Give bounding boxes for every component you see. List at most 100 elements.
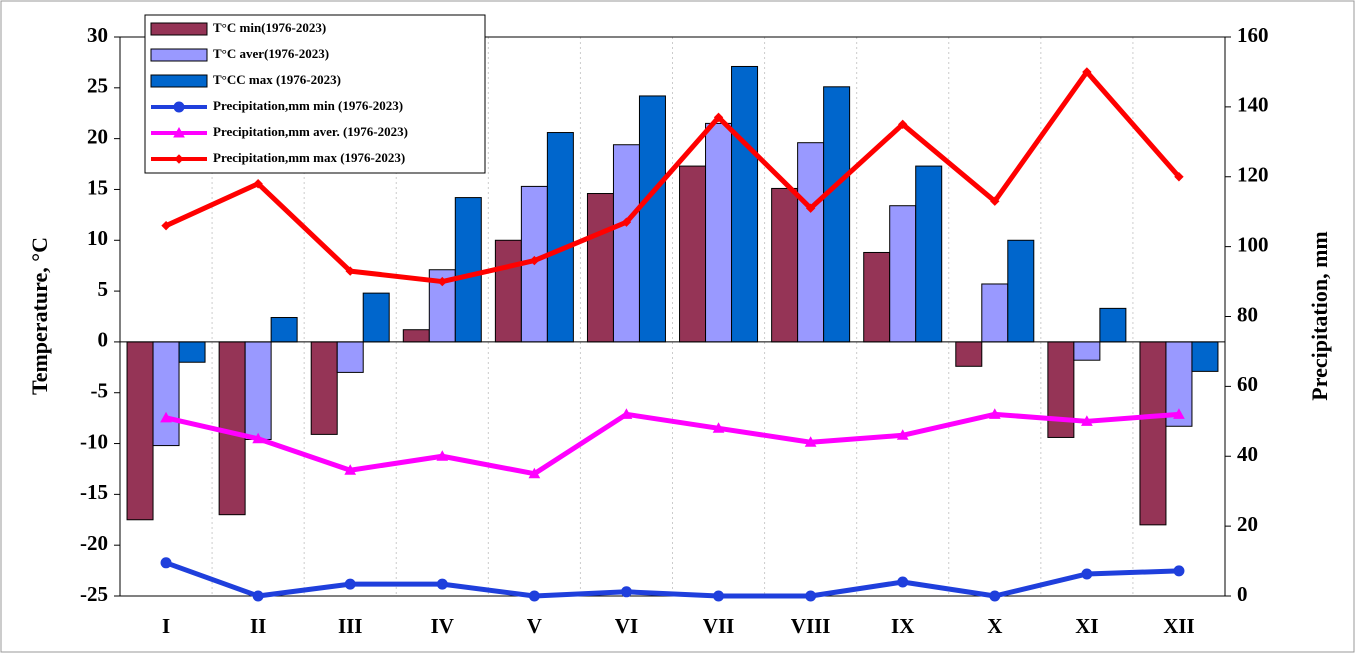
- point: [805, 203, 816, 213]
- y-tick-label: 20: [87, 124, 108, 148]
- point: [344, 578, 356, 590]
- bar: [612, 144, 640, 343]
- y2-tick-label: 0: [1237, 582, 1248, 606]
- x-tick-label: IX: [891, 614, 914, 638]
- y2-tick-label: 60: [1237, 372, 1258, 396]
- bar: [586, 193, 614, 343]
- bar: [152, 341, 180, 447]
- bar: [705, 122, 733, 343]
- bar: [638, 95, 666, 343]
- y-tick-label: -25: [80, 582, 108, 606]
- point: [161, 220, 171, 231]
- y2-tick-label: 80: [1237, 302, 1258, 326]
- bar: [889, 205, 917, 343]
- y-tick-label: 15: [87, 175, 108, 199]
- y2-tick-label: 120: [1237, 163, 1269, 187]
- point: [713, 590, 725, 602]
- point: [436, 578, 448, 590]
- bar: [126, 341, 154, 521]
- line-series: [165, 69, 1181, 285]
- bar: [178, 341, 206, 363]
- point: [528, 590, 540, 602]
- bar: [731, 65, 759, 343]
- point: [252, 590, 264, 602]
- y2-tick-label: 160: [1237, 23, 1269, 47]
- bar: [1007, 239, 1035, 343]
- bar: [981, 283, 1009, 343]
- point: [1174, 172, 1184, 182]
- line-series: [165, 560, 1180, 599]
- bar: [546, 132, 574, 343]
- x-tick-label: VI: [615, 614, 638, 638]
- x-tick-label: XII: [1163, 614, 1195, 638]
- y2-tick-label: 100: [1237, 232, 1269, 256]
- x-tick-label: XI: [1075, 614, 1098, 638]
- point: [160, 557, 172, 569]
- bar: [679, 165, 707, 343]
- point: [1081, 415, 1093, 426]
- bar: [336, 341, 364, 373]
- legend-swatch: [150, 22, 208, 36]
- point: [1173, 565, 1185, 577]
- bar: [797, 142, 825, 343]
- x-tick-label: IV: [431, 614, 454, 638]
- point: [621, 217, 632, 227]
- x-tick-label: III: [338, 614, 363, 638]
- point: [174, 154, 184, 164]
- x-tick-label: VII: [703, 614, 735, 638]
- bar: [494, 239, 522, 343]
- point: [620, 586, 632, 598]
- point: [173, 126, 185, 138]
- x-tick-label: V: [527, 614, 542, 638]
- bar: [270, 317, 298, 343]
- bar: [915, 165, 943, 343]
- legend-swatch: [150, 74, 208, 88]
- point: [990, 196, 1000, 206]
- bar: [1099, 307, 1127, 343]
- legend-label: T°C min(1976-2023): [213, 20, 326, 35]
- bar: [1139, 341, 1167, 526]
- y2-tick-label: 140: [1237, 93, 1269, 117]
- point: [437, 276, 447, 287]
- y2-tick-label: 20: [1237, 512, 1258, 536]
- bar: [362, 292, 390, 343]
- legend-label: Precipitation,mm max (1976-2023): [213, 150, 405, 165]
- point: [173, 101, 185, 113]
- y-tick-label: 25: [87, 74, 108, 98]
- point: [805, 590, 817, 602]
- bar: [244, 341, 272, 440]
- y-tick-label: -20: [80, 531, 108, 555]
- x-tick-label: X: [987, 614, 1002, 638]
- point: [896, 429, 909, 440]
- point: [344, 464, 357, 475]
- x-tick-label: I: [162, 614, 170, 638]
- y-tick-label: -10: [80, 429, 108, 453]
- bar: [955, 341, 983, 367]
- y-tick-label: 0: [98, 328, 109, 352]
- legend-label: Precipitation,mm aver. (1976-2023): [213, 124, 408, 139]
- point: [253, 179, 263, 189]
- y2-tick-label: 40: [1237, 442, 1258, 466]
- bar: [1047, 341, 1075, 438]
- point: [988, 408, 1001, 419]
- legend-label: T°C aver(1976-2023): [213, 46, 329, 61]
- y-axis-title: Temperature, °C: [27, 237, 52, 395]
- point: [345, 266, 355, 276]
- point: [898, 119, 908, 130]
- point: [1081, 568, 1093, 580]
- point: [712, 422, 725, 433]
- legend-swatch: [150, 48, 208, 62]
- y-tick-label: -5: [91, 379, 109, 403]
- point: [897, 576, 909, 588]
- y-tick-label: 30: [87, 23, 108, 47]
- x-tick-label: II: [250, 614, 266, 638]
- point: [620, 408, 633, 419]
- point: [160, 411, 172, 423]
- point: [804, 436, 817, 447]
- point: [713, 112, 724, 123]
- legend-label: T°CC max (1976-2023): [213, 72, 341, 87]
- point: [989, 590, 1001, 602]
- x-tick-label: VIII: [791, 614, 831, 638]
- bar: [1073, 341, 1101, 361]
- y2-axis-title: Precipitation, mm: [1307, 231, 1332, 400]
